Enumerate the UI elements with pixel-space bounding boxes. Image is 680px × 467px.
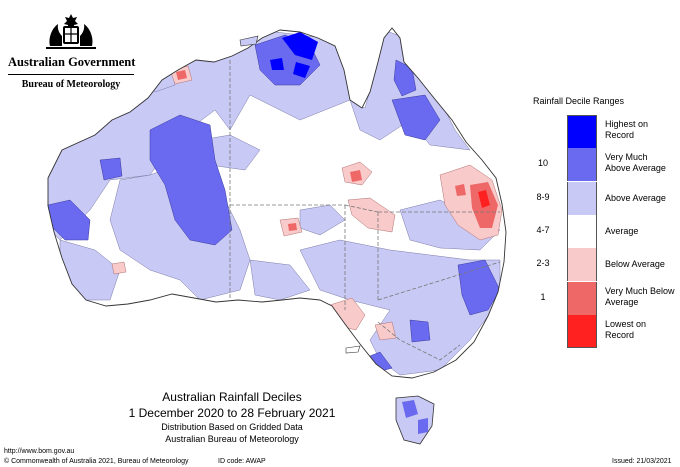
legend-swatch (567, 281, 597, 315)
tasmania (395, 395, 435, 445)
legend-swatch (567, 148, 597, 182)
kangaroo-island (345, 345, 361, 354)
state-borders (229, 60, 501, 361)
highest-on-record-regions (270, 32, 318, 78)
legend-swatch (567, 214, 597, 248)
copyright-text: © Commonwealth of Australia 2021, Bureau… (4, 458, 189, 465)
legend-label: Above Average (605, 192, 666, 203)
map-title-block: Australian Rainfall Deciles 1 December 2… (112, 389, 352, 445)
map-source: Australian Bureau of Meteorology (165, 434, 299, 444)
mainland-coastline (47, 27, 507, 379)
legend-decile: 10 (537, 158, 548, 169)
melville-island (239, 35, 259, 47)
legend-row: 8-9 Above Average (521, 181, 676, 215)
legend-swatch (567, 181, 597, 215)
legend-label: Very Much Above Average (605, 152, 666, 174)
legend-decile: 2-3 (536, 258, 550, 269)
legend-label: Average (605, 225, 639, 236)
bureau-name: Bureau of Meteorology (21, 79, 121, 90)
map-basis: Distribution Based on Gridded Data (161, 422, 303, 432)
legend-label: Very Much Below Average (605, 285, 675, 307)
map-period: 1 December 2020 to 28 February 2021 (128, 406, 336, 420)
legend-row: Lowest on Record (521, 314, 676, 348)
map-title: Australian Rainfall Deciles (162, 390, 302, 404)
government-logo-block: Australian Government Bureau of Meteorol… (8, 10, 135, 90)
legend-decile: 8-9 (536, 191, 550, 202)
legend-row: 2-3 Below Average (521, 248, 676, 282)
legend-decile: 4-7 (536, 224, 550, 235)
lowest-on-record-regions (478, 190, 490, 208)
legend-swatch (567, 314, 597, 348)
legend-swatch (567, 248, 597, 282)
legend-row: Highest on Record (521, 115, 676, 148)
legend-row: 1 Very Much Below Average (521, 281, 676, 315)
legend-title: Rainfall Decile Ranges (533, 96, 625, 106)
legend-row: 4-7 Average (521, 214, 676, 248)
bom-url: http://www.bom.gov.au (4, 448, 75, 455)
legend-label: Lowest on Record (605, 318, 647, 340)
gov-name: Australian Government (8, 55, 135, 75)
legend-row: 10 Very Much Above Average (521, 148, 676, 182)
issued-date: Issued: 21/03/2021 (612, 458, 672, 465)
legend-swatch (567, 115, 597, 148)
id-code: ID code: AWAP (218, 458, 266, 465)
legend-label: Highest on Record (605, 119, 649, 140)
legend-label: Below Average (605, 259, 665, 270)
coat-of-arms-icon (46, 14, 96, 49)
legend-decile: 1 (540, 291, 546, 302)
